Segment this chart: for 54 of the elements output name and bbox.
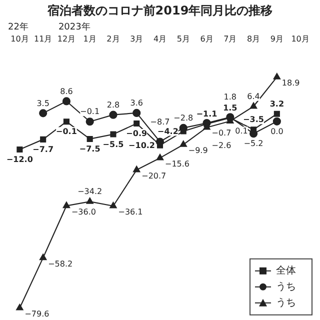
x-tick-label: 3月 xyxy=(130,34,144,44)
data-label: −10.2 xyxy=(128,140,156,150)
data-label: −7.7 xyxy=(32,145,54,154)
data-label: −34.2 xyxy=(78,187,102,196)
data-label: −12.0 xyxy=(6,155,34,164)
data-label: −3.5 xyxy=(243,115,264,124)
data-label: −8.7 xyxy=(150,117,170,126)
data-label: −36.0 xyxy=(71,207,96,216)
data-label: −0.9 xyxy=(126,129,148,138)
data-label: 0.0 xyxy=(270,126,284,136)
x-tick-label: 7月 xyxy=(224,34,237,44)
x-tick-label: 9月 xyxy=(270,34,284,44)
data-label: −0.1 xyxy=(56,127,78,136)
x-tick-label: 10月 xyxy=(10,34,29,44)
x-tick-label: 6月 xyxy=(200,34,214,44)
x-tick-label: 8月 xyxy=(246,34,260,44)
data-label: −5.5 xyxy=(102,140,124,149)
x-tick-label: 2月 xyxy=(106,34,120,44)
data-label: −9.9 xyxy=(188,146,208,156)
data-label: −1.1 xyxy=(196,110,218,119)
data-label: 6.4 xyxy=(247,92,260,101)
data-label: −4.2 xyxy=(158,126,178,136)
text: 2023年 xyxy=(58,22,90,33)
x-tick-label: 1月 xyxy=(83,34,96,44)
data-label: −2.8 xyxy=(174,114,194,123)
data-label: −0.7 xyxy=(212,128,232,138)
data-label: 1.8 xyxy=(224,92,237,102)
data-label: 3.5 xyxy=(36,98,50,108)
x-tick-label: 5月 xyxy=(176,34,190,44)
data-label: 2.8 xyxy=(106,100,120,110)
data-label: −5.2 xyxy=(244,139,264,148)
legend-label: うち xyxy=(276,281,296,292)
legend-label: 全体 xyxy=(276,264,296,276)
data-label: −58.2 xyxy=(48,259,73,268)
x-tick-label: 11月 xyxy=(34,34,52,44)
data-label: −79.6 xyxy=(24,310,50,319)
data-label: 8.6 xyxy=(60,86,73,96)
data-label: −0.1 xyxy=(80,107,100,116)
data-label: 18.9 xyxy=(282,78,300,88)
data-label: −2.6 xyxy=(212,141,232,150)
data-label: 1.5 xyxy=(223,103,238,112)
chart-title: 宿泊者数のコロナ前2019年同月比の推移 xyxy=(46,3,273,18)
legend-label: うち xyxy=(276,297,296,308)
data-label: 3.2 xyxy=(270,99,284,108)
x-tick-label: 12月 xyxy=(57,34,76,44)
text: 22年 xyxy=(8,22,28,33)
data-label: −7.5 xyxy=(79,144,101,154)
data-label: −36.1 xyxy=(118,208,143,217)
data-label: −15.6 xyxy=(165,160,190,169)
data-label: −20.7 xyxy=(142,171,166,180)
x-tick-label: 10月 xyxy=(291,34,310,44)
data-label: 0.1 xyxy=(235,126,248,136)
x-tick-label: 4月 xyxy=(153,34,167,44)
data-label: 3.6 xyxy=(130,98,143,108)
